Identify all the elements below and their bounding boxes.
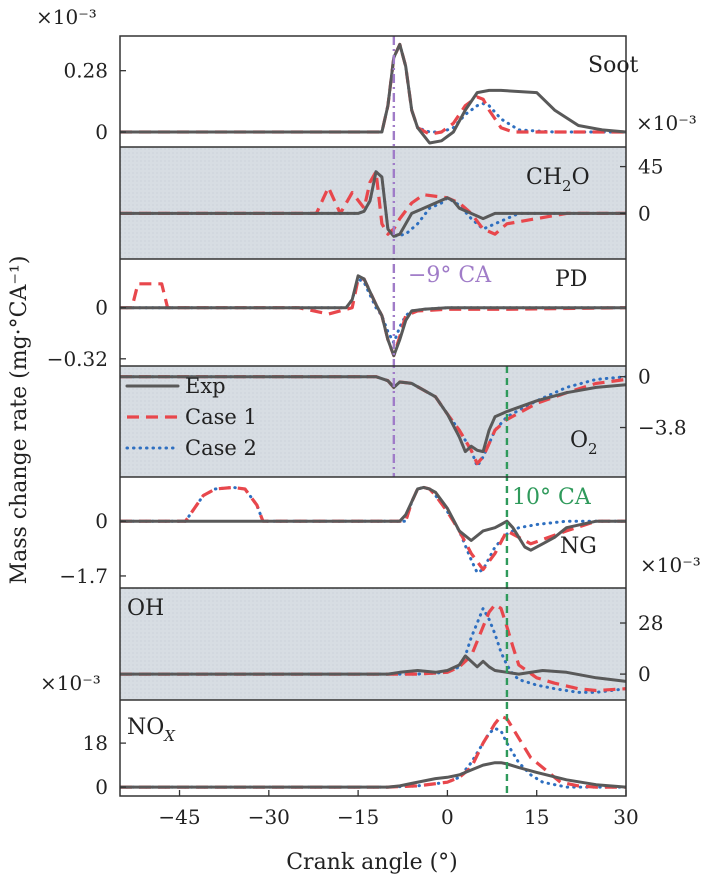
y-tick-label: 0 <box>638 201 651 225</box>
y-tick-label: 0 <box>95 509 108 533</box>
legend-label-case-1: Case 1 <box>185 405 257 429</box>
series-exp-nox <box>120 761 626 789</box>
y-tick-label: 0 <box>638 365 651 389</box>
panel-background <box>120 588 626 700</box>
y-tick-label: −3.8 <box>638 416 687 440</box>
x-tick-label: 15 <box>524 805 549 829</box>
panel-label-soot: Soot <box>588 53 639 78</box>
reference-label-10: 10° CA <box>512 485 592 510</box>
y-tick-label: 18 <box>83 731 108 755</box>
y-tick-label: 0 <box>95 775 108 799</box>
series-case-2-oh <box>120 606 626 694</box>
series-case-2-soot <box>120 42 626 134</box>
legend: Exp Case 1 Case 2 <box>125 374 257 460</box>
sci-multiplier-soot: ×10⁻³ <box>36 5 97 29</box>
panel-label-nox: NOX <box>127 715 176 745</box>
series-case-1-pd <box>120 277 626 358</box>
series-case-1-soot <box>120 42 626 136</box>
panel-nox <box>120 714 626 789</box>
y-axis-title: Mass change rate (mg·°CA⁻¹) <box>7 256 32 585</box>
panel-label-oh: OH <box>127 596 164 621</box>
series-exp-ch2o <box>120 170 626 238</box>
plot-frame <box>119 35 627 797</box>
series-exp-pd <box>120 274 626 358</box>
legend-label-case-2: Case 2 <box>185 436 257 460</box>
y-tick-label: −1.7 <box>59 564 108 588</box>
panel-soot <box>120 42 626 145</box>
reference-lines-layer <box>392 36 509 796</box>
sci-multiplier-nox: ×10⁻³ <box>40 671 101 695</box>
panel-background <box>120 366 626 477</box>
x-tick-label: 0 <box>441 805 454 829</box>
x-tick-label: −15 <box>337 805 379 829</box>
y-tick-label: 0 <box>95 120 108 144</box>
series-case-1-ch2o <box>120 170 626 236</box>
panels-layer <box>120 42 626 789</box>
sci-multiplier-oh: ×10⁻³ <box>640 553 701 577</box>
x-tick-label: −45 <box>158 805 200 829</box>
y-tick-label: 0.28 <box>63 59 108 83</box>
series-case-2-pd <box>120 277 626 345</box>
series-exp-o2 <box>120 375 626 454</box>
panel-pd <box>120 274 626 358</box>
sci-multiplier-ch2o: ×10⁻³ <box>636 111 697 135</box>
frame-layer <box>119 35 627 797</box>
panel-o2 <box>120 366 626 477</box>
panel-ch2o <box>120 147 626 259</box>
panel-oh <box>120 588 626 700</box>
series-case-2-nox <box>120 726 626 789</box>
series-exp-soot <box>120 42 626 145</box>
y-tick-label: 0 <box>638 662 651 686</box>
panel-label-pd: PD <box>555 267 587 292</box>
series-case-1-oh <box>120 603 626 693</box>
x-tick-label: 30 <box>613 805 638 829</box>
x-tick-label: −30 <box>248 805 290 829</box>
series-exp-oh <box>120 654 626 683</box>
panel-ng <box>120 485 626 575</box>
series-exp-ng <box>120 485 626 552</box>
reference-label-neg9: −9° CA <box>408 263 492 288</box>
legend-label-exp: Exp <box>185 374 226 398</box>
panel-label-ng: NG <box>560 534 597 559</box>
y-tick-label: 28 <box>638 611 663 635</box>
panel-background <box>120 147 626 259</box>
labels-layer: 00.28 Soot×10⁻³045CH2O×10⁻³0−0.32PD0−3.8O… <box>36 5 701 829</box>
y-tick-label: −0.32 <box>47 347 108 371</box>
x-axis-title: Crank angle (°) <box>286 850 458 875</box>
y-tick-label: 0 <box>95 296 108 320</box>
y-tick-label: 45 <box>638 155 663 179</box>
